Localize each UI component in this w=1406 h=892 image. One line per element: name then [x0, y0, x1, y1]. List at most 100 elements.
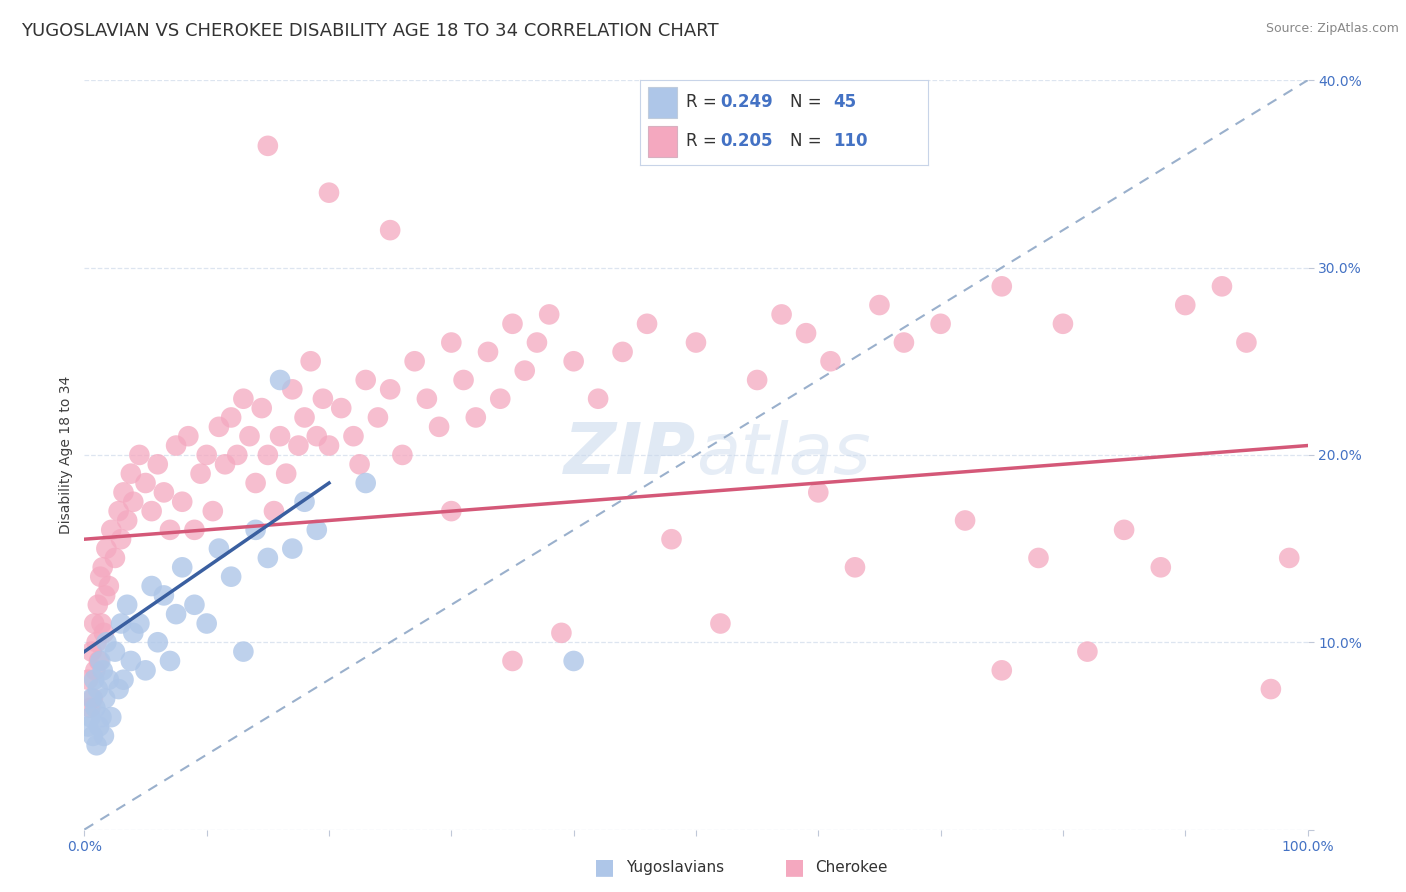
Point: [84, 664, 107, 678]
Point: [120, 467, 142, 481]
Point: [87, 682, 110, 697]
Point: [104, 551, 127, 566]
Point: [1150, 560, 1173, 574]
Text: R =: R =: [686, 94, 721, 112]
Point: [165, 607, 187, 621]
Point: [453, 373, 475, 387]
Point: [97, 579, 120, 593]
Point: [190, 467, 212, 481]
Point: [869, 298, 891, 312]
Text: 0.249: 0.249: [720, 94, 773, 112]
Point: [991, 664, 1014, 678]
Point: [747, 373, 769, 387]
Point: [110, 616, 132, 631]
FancyBboxPatch shape: [648, 87, 678, 118]
Point: [208, 541, 231, 556]
Point: [245, 476, 267, 491]
Point: [354, 373, 377, 387]
FancyBboxPatch shape: [648, 126, 678, 157]
Point: [135, 664, 157, 678]
Point: [226, 448, 249, 462]
Point: [807, 485, 830, 500]
Point: [844, 560, 866, 574]
Point: [115, 514, 138, 528]
Point: [91, 664, 114, 678]
Point: [141, 579, 163, 593]
Point: [294, 494, 316, 508]
Point: [96, 635, 118, 649]
Text: N =: N =: [790, 94, 827, 112]
Point: [367, 410, 389, 425]
Text: ■: ■: [785, 857, 804, 877]
Point: [83, 673, 105, 687]
Point: [115, 598, 138, 612]
Point: [538, 307, 561, 321]
Point: [440, 504, 463, 518]
Text: 0.205: 0.205: [720, 132, 773, 150]
Point: [354, 476, 377, 491]
Point: [141, 504, 163, 518]
Point: [294, 410, 316, 425]
Point: [79, 701, 101, 715]
Point: [526, 335, 548, 350]
Point: [122, 626, 145, 640]
Text: ZIP: ZIP: [564, 420, 696, 490]
Point: [330, 401, 353, 416]
Point: [1076, 644, 1098, 658]
Point: [107, 682, 129, 697]
Point: [100, 523, 122, 537]
Point: [112, 673, 135, 687]
Point: [586, 392, 609, 406]
Point: [195, 448, 218, 462]
Point: [153, 589, 176, 603]
Point: [276, 467, 298, 481]
Point: [83, 616, 105, 631]
Point: [128, 448, 150, 462]
Point: [97, 673, 120, 687]
Point: [183, 523, 205, 537]
Point: [90, 616, 112, 631]
Point: [183, 598, 205, 612]
Point: [110, 532, 132, 546]
Point: [416, 392, 439, 406]
Point: [135, 476, 157, 491]
Point: [82, 729, 104, 743]
Text: R =: R =: [686, 132, 721, 150]
Point: [159, 523, 181, 537]
Point: [107, 504, 129, 518]
Point: [128, 616, 150, 631]
Point: [318, 438, 340, 452]
Point: [87, 654, 110, 668]
Point: [214, 457, 236, 471]
Point: [562, 354, 585, 368]
Point: [208, 420, 231, 434]
Point: [287, 438, 309, 452]
Text: atlas: atlas: [696, 420, 870, 490]
Point: [80, 644, 103, 658]
Point: [636, 317, 658, 331]
Point: [146, 635, 169, 649]
Point: [685, 335, 707, 350]
Point: [89, 570, 111, 584]
Point: [77, 673, 100, 687]
Point: [104, 644, 127, 658]
Text: Source: ZipAtlas.com: Source: ZipAtlas.com: [1265, 22, 1399, 36]
Point: [238, 429, 260, 443]
Point: [550, 626, 572, 640]
Point: [281, 541, 304, 556]
Point: [84, 701, 107, 715]
Point: [94, 589, 117, 603]
Point: [90, 710, 112, 724]
Point: [93, 729, 115, 743]
Point: [1211, 279, 1233, 293]
Text: N =: N =: [790, 132, 827, 150]
Text: ■: ■: [595, 857, 614, 877]
Text: 110: 110: [832, 132, 868, 150]
Text: Yugoslavians: Yugoslavians: [626, 860, 724, 874]
Point: [612, 344, 634, 359]
Point: [263, 504, 285, 518]
Point: [232, 392, 254, 406]
Point: [1028, 551, 1050, 566]
Point: [929, 317, 952, 331]
Point: [86, 635, 108, 649]
